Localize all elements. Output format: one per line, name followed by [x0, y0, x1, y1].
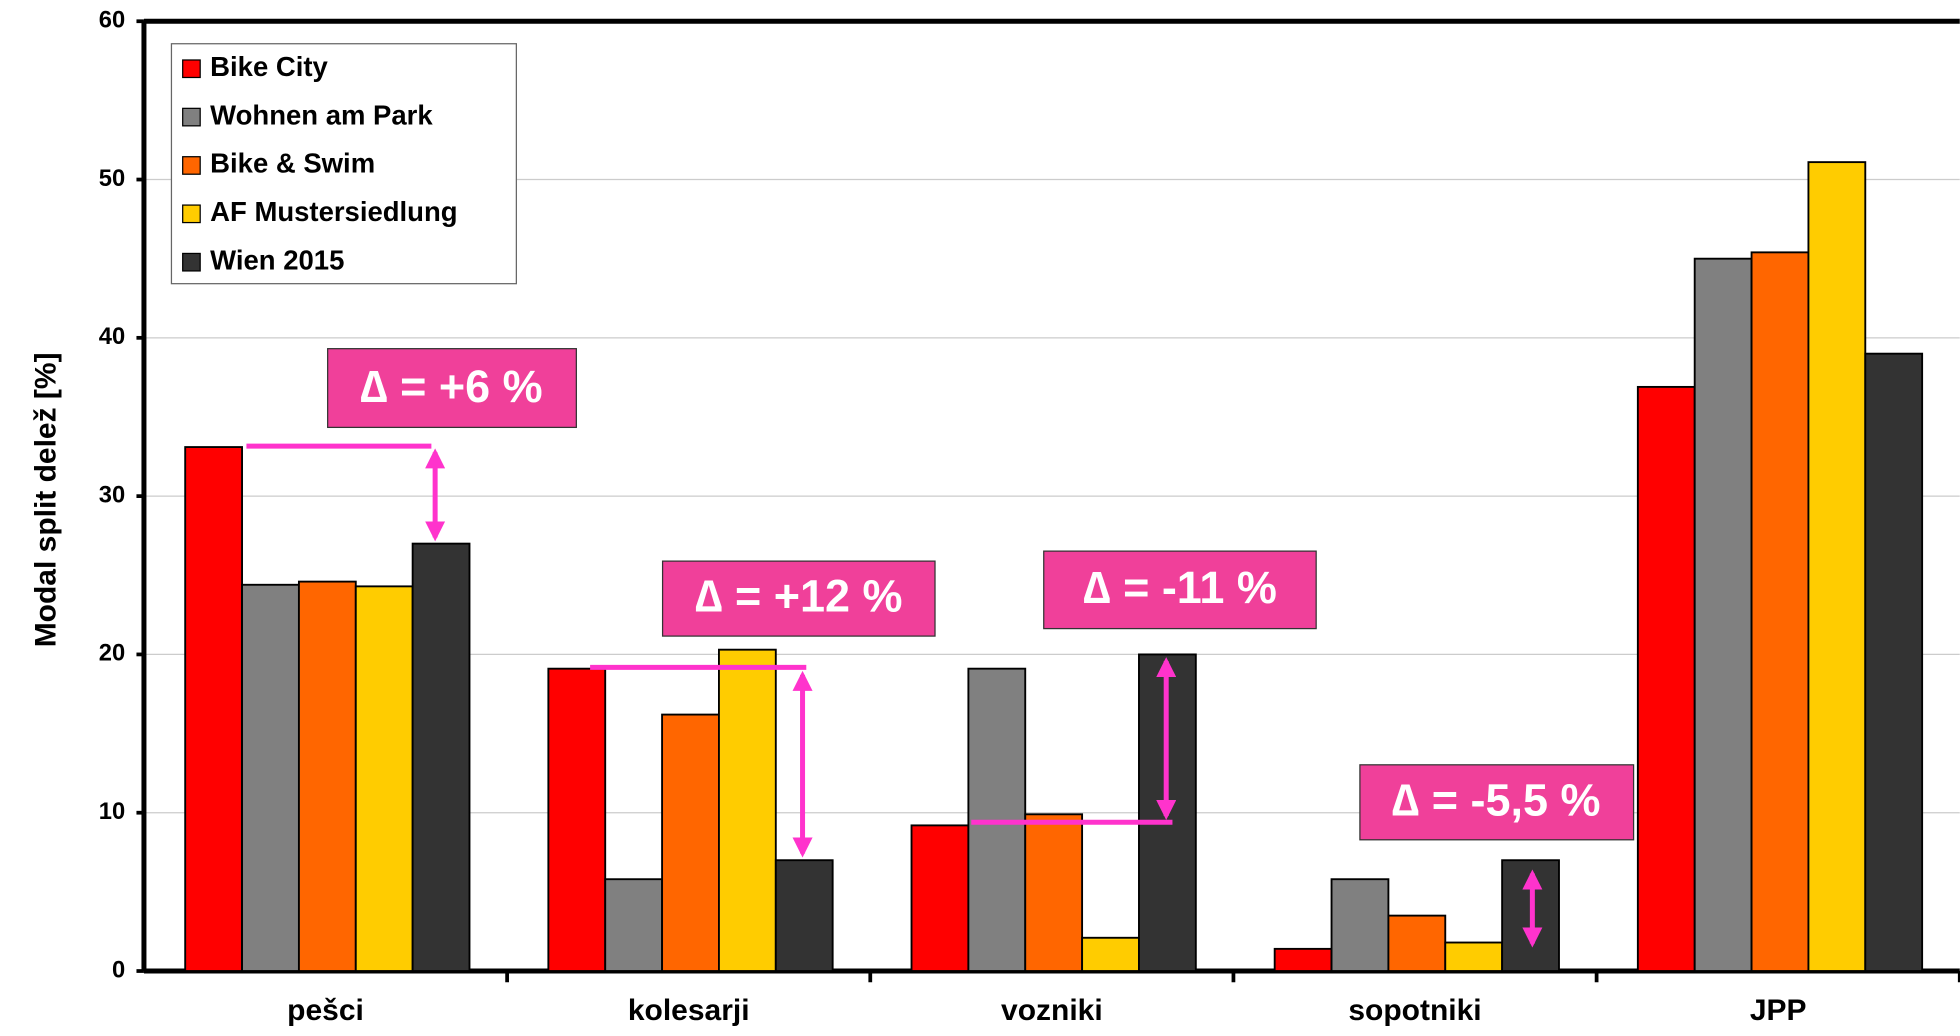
annotation: ∆ = -11 % [1083, 562, 1277, 613]
bar [1864, 352, 1924, 972]
bar [1750, 251, 1810, 972]
x-tick-label: kolesarji [628, 994, 750, 1027]
legend-swatch [182, 107, 201, 127]
y-tick-label: 20 [99, 641, 125, 667]
x-tick-label: sopotniki [1348, 994, 1481, 1027]
y-tick-label: 60 [99, 8, 125, 34]
y-axis-label: Modal split delež [%] [30, 352, 63, 647]
legend-label: Wohnen am Park [210, 99, 433, 130]
annotation: ∆ = +12 % [695, 571, 903, 622]
bar [661, 713, 720, 972]
x-tick-label: pešci [287, 994, 364, 1027]
bar [910, 824, 970, 972]
annotation-box [1043, 550, 1317, 630]
y-tick-label: 0 [112, 957, 125, 983]
legend-box [170, 43, 517, 285]
x-tick-label: vozniki [1001, 994, 1103, 1027]
annotations: ∆ = +6 % ∆ = +12 % ∆ = -11 % ∆ = -5,5 % [327, 348, 1635, 841]
y-tick-label: 40 [99, 324, 125, 350]
bar [1330, 878, 1390, 972]
annotation-box [661, 560, 936, 637]
bar [411, 542, 471, 972]
legend: Bike City Wohnen am Park Bike & Swim AF Mus… [170, 43, 517, 285]
legend-label: Wien 2015 [210, 244, 344, 275]
y-tick-label: 50 [99, 166, 125, 192]
bar [297, 580, 357, 972]
bar [1693, 257, 1753, 972]
legend-swatch [182, 252, 201, 272]
bar [718, 648, 777, 972]
bar [184, 446, 243, 972]
bar [354, 585, 414, 972]
bar [547, 667, 607, 972]
bar [1444, 941, 1504, 972]
annotation-box [327, 348, 577, 429]
bar [1024, 813, 1084, 972]
bar [1636, 385, 1696, 972]
bar [774, 859, 834, 972]
legend-swatch [182, 59, 201, 79]
bar [604, 878, 664, 972]
annotation: ∆ = +6 % [360, 361, 543, 412]
legend-label: Bike City [210, 51, 328, 82]
legend-swatch [182, 204, 201, 224]
y-tick-label: 30 [99, 482, 125, 508]
y-tick-label: 10 [99, 799, 125, 825]
annotation-box [1359, 764, 1635, 841]
annotation: ∆ = -5,5 % [1392, 774, 1601, 825]
legend-label: Bike & Swim [210, 148, 375, 179]
bar [241, 583, 300, 972]
bar [1387, 914, 1447, 972]
bar [1273, 947, 1333, 972]
legend-swatch [182, 156, 201, 175]
legend-label: AF Mustersiedlung [210, 196, 457, 227]
x-tick-label: JPP [1750, 994, 1807, 1027]
annotation-lines [246, 443, 1543, 948]
bar [1807, 161, 1867, 972]
bar [1081, 936, 1140, 972]
